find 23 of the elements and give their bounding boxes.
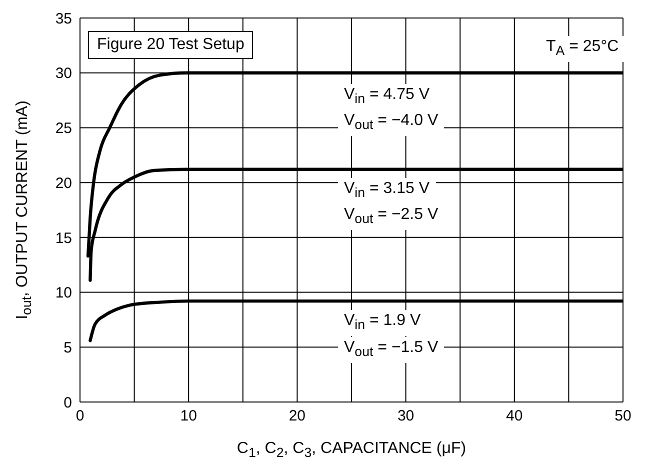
y-tick-label: 25 — [55, 120, 72, 138]
y-tick-label: 10 — [55, 284, 72, 302]
annotation: T$_{A}$ = 25°C — [540, 36, 625, 62]
y-tick-label: 5 — [64, 339, 72, 356]
x-tick-label: 40 — [506, 408, 523, 425]
x-axis-title: C$_{1}$, C$_{2}$, C$_{3}$, CAPACITANCE (μF) — [236, 440, 468, 460]
annotation: Figure 20 Test Setup — [88, 31, 254, 59]
y-tick-label: 35 — [55, 10, 72, 28]
annotation: V$_{out}$ = −2.5 V — [338, 204, 444, 230]
x-tick-label: 20 — [288, 408, 306, 425]
x-tick-label: 10 — [180, 408, 197, 425]
y-tick-label: 20 — [55, 174, 72, 192]
annotation: V$_{in}$ = 1.9 V — [338, 310, 427, 336]
y-tick-label: 30 — [55, 65, 72, 82]
annotation: V$_{in}$ = 4.75 V — [338, 84, 436, 110]
x-tick-label: 50 — [614, 408, 632, 425]
y-tick-label: 15 — [55, 230, 72, 247]
x-tick-label: 30 — [397, 408, 414, 425]
y-tick-label: 0 — [64, 394, 72, 412]
annotation: V$_{out}$ = −1.5 V — [338, 337, 444, 364]
x-tick-label: 0 — [76, 408, 84, 425]
annotation: V$_{in}$ = 3.15 V — [338, 178, 436, 204]
annotation: V$_{out}$ = −4.0 V — [338, 110, 444, 136]
